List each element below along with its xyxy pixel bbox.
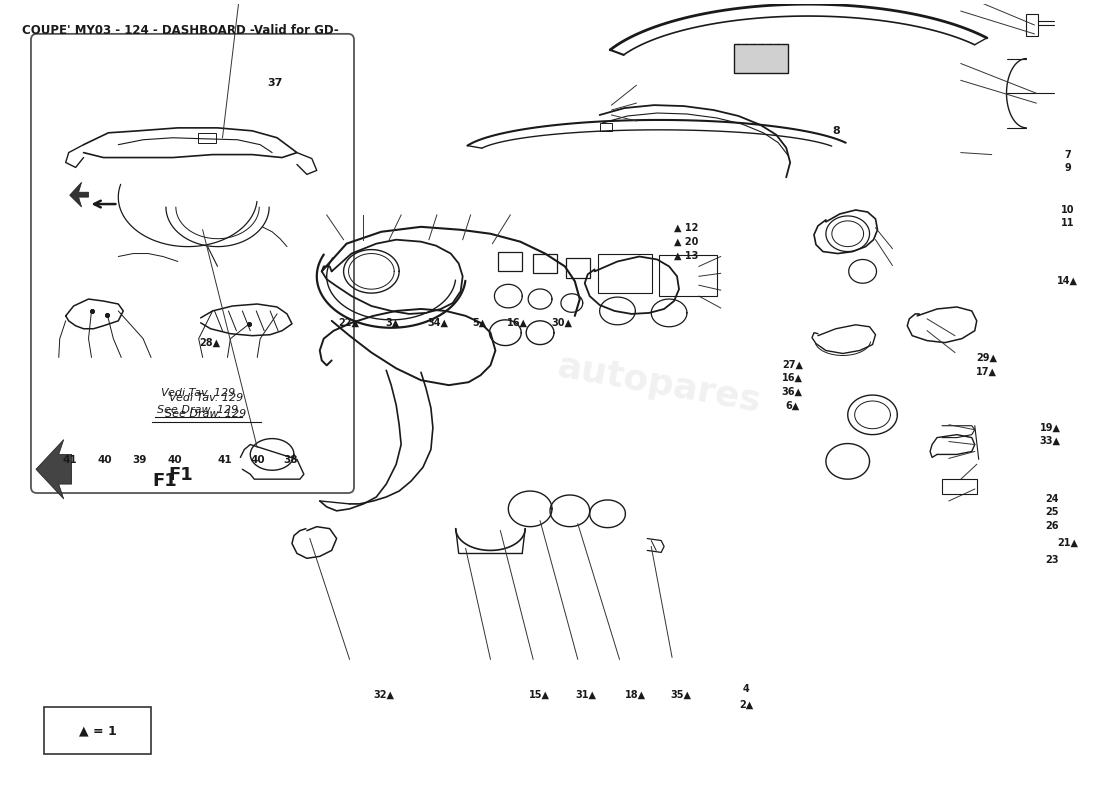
Text: 3▲: 3▲ (386, 318, 400, 328)
Text: 24: 24 (1045, 494, 1059, 504)
Text: ▲ 13: ▲ 13 (674, 251, 698, 261)
Text: 36▲: 36▲ (782, 386, 803, 396)
Text: 30▲: 30▲ (551, 318, 572, 328)
Text: 38: 38 (283, 455, 297, 465)
Text: ▲ = 1: ▲ = 1 (78, 724, 117, 737)
Bar (1026, 14, 1038, 36)
Bar (534, 254, 557, 274)
Text: COUPE' MY03 - 124 - DASHBOARD -Valid for GD-: COUPE' MY03 - 124 - DASHBOARD -Valid for… (22, 24, 339, 37)
Bar (734, 44, 789, 74)
Text: autopares: autopares (109, 190, 271, 246)
Text: Vedi Tav. 129: Vedi Tav. 129 (161, 388, 234, 398)
Text: 5▲: 5▲ (472, 318, 486, 328)
Text: Vedi Tav. 129: Vedi Tav. 129 (169, 393, 243, 402)
Text: 9: 9 (1064, 163, 1070, 173)
Text: ▲ 12: ▲ 12 (674, 222, 698, 233)
Text: 14▲: 14▲ (1057, 276, 1078, 286)
Text: ▲ 20: ▲ 20 (674, 237, 698, 246)
Text: F1: F1 (168, 466, 194, 484)
Bar (498, 251, 522, 271)
Text: 39: 39 (132, 455, 146, 465)
Text: 40: 40 (97, 455, 112, 465)
Text: 34▲: 34▲ (427, 318, 448, 328)
Bar (198, 133, 216, 142)
Text: 41: 41 (218, 455, 232, 465)
Text: 21▲: 21▲ (1057, 538, 1078, 547)
Text: 10: 10 (1060, 205, 1075, 215)
Text: F1: F1 (153, 472, 177, 490)
Text: 37: 37 (267, 78, 283, 88)
Text: See Draw. 129: See Draw. 129 (165, 410, 246, 419)
Text: 11: 11 (1060, 218, 1075, 229)
FancyBboxPatch shape (31, 34, 354, 493)
Polygon shape (69, 182, 88, 207)
Text: 40: 40 (250, 455, 265, 465)
Text: 22▲: 22▲ (339, 318, 360, 328)
Text: See Draw. 129: See Draw. 129 (157, 405, 239, 415)
Text: 4: 4 (744, 684, 750, 694)
Text: 31▲: 31▲ (575, 690, 596, 699)
Text: 25: 25 (1045, 507, 1059, 518)
Text: 27▲: 27▲ (782, 359, 803, 370)
Text: 2▲: 2▲ (739, 700, 754, 710)
Text: autopares: autopares (554, 350, 763, 419)
Text: 18▲: 18▲ (625, 690, 646, 699)
Text: 32▲: 32▲ (374, 690, 395, 699)
Text: 41: 41 (63, 455, 77, 465)
Text: 7: 7 (1064, 150, 1070, 159)
Text: 8: 8 (832, 126, 840, 136)
Text: 23: 23 (1045, 555, 1059, 565)
Bar (659, 254, 717, 296)
Text: 28▲: 28▲ (199, 338, 220, 348)
Text: 16▲: 16▲ (782, 373, 803, 383)
Text: 6▲: 6▲ (785, 401, 800, 410)
Text: 40: 40 (167, 455, 182, 465)
Bar (565, 258, 590, 278)
Text: 15▲: 15▲ (529, 690, 550, 699)
Text: 19▲: 19▲ (1040, 422, 1060, 433)
Polygon shape (36, 439, 72, 499)
Text: 16▲: 16▲ (507, 318, 528, 328)
Text: 29▲: 29▲ (976, 353, 998, 363)
Bar (942, 479, 977, 494)
FancyBboxPatch shape (44, 706, 152, 754)
Bar (597, 254, 652, 293)
Text: 33▲: 33▲ (1040, 436, 1060, 446)
Bar (600, 123, 612, 131)
Text: 35▲: 35▲ (671, 690, 692, 699)
Text: 17▲: 17▲ (976, 366, 998, 377)
Text: 26: 26 (1045, 521, 1059, 531)
